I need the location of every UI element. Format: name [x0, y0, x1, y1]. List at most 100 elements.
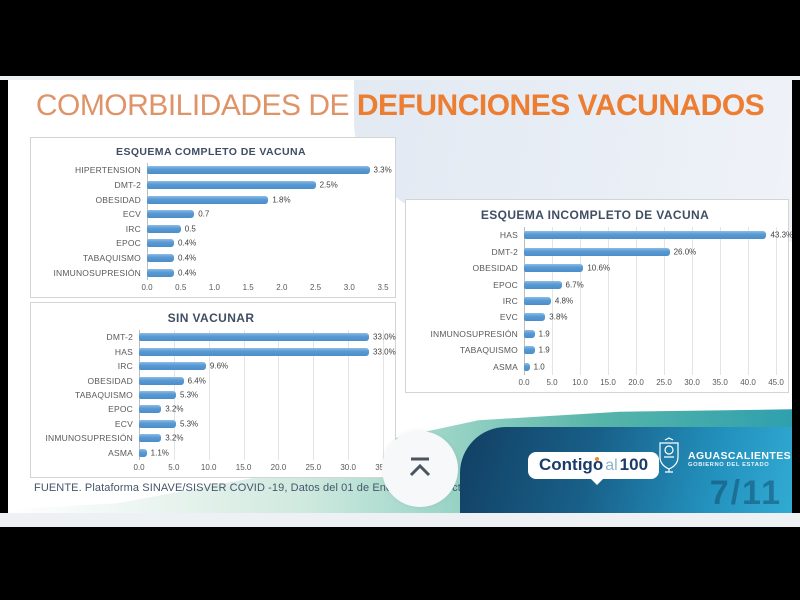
- category-label: IRC: [117, 361, 133, 372]
- letterbox-strip-top: [0, 76, 800, 80]
- chart-title: ESQUEMA INCOMPLETO DE VACUNA: [480, 208, 710, 222]
- bar-row: 4.8%: [524, 293, 776, 309]
- axis-tick-label: 15.0: [235, 463, 252, 472]
- value-label: 33.0%: [373, 332, 396, 342]
- axis-tick-label: 20.0: [628, 378, 644, 387]
- bar: [524, 296, 551, 305]
- x-axis: 0.0 0.5 1.0 1.5 2.0 2.5 3.0 3.5: [39, 280, 388, 294]
- bar-row: 0.7: [147, 207, 383, 222]
- bar: [524, 346, 535, 355]
- bar-row: 6.4%: [139, 373, 383, 387]
- value-label: 1.9: [538, 345, 550, 355]
- bar-row: 0.4%: [147, 236, 383, 251]
- axis-tick-label: 45.0: [768, 378, 784, 387]
- category-labels-column: HIPERTENSION DMT-2 OBESIDAD ECV IRC EPOC TABAQ…: [39, 163, 147, 280]
- axis-tick-label: 3.0: [343, 283, 355, 292]
- category-labels-column: DMT-2 HAS IRC OBESIDAD TABAQUISMO EPOC ECV INMU…: [39, 330, 139, 460]
- category-label: OBESIDAD: [95, 194, 141, 205]
- gridline: [208, 330, 210, 460]
- axis-tick-label: 25.0: [305, 463, 322, 472]
- axis-tick-label: 30.0: [684, 378, 700, 387]
- bar-row: 10.6%: [524, 260, 776, 276]
- bar: [147, 180, 316, 189]
- value-label: 1.9: [538, 329, 550, 339]
- bar-row: 1.1%: [139, 446, 383, 460]
- bar: [524, 280, 562, 289]
- category-label: EPOC: [493, 279, 518, 290]
- axis-tick-label: 5.0: [168, 463, 180, 472]
- category-label: ECV: [114, 418, 133, 429]
- value-label: 9.6%: [209, 361, 229, 371]
- bar: [139, 419, 176, 428]
- value-label: 3.2%: [165, 404, 184, 414]
- value-label: 33.0%: [373, 347, 396, 357]
- bar-row: 0.4%: [147, 251, 383, 266]
- bars-container: 43.3% 26.0% 10.6% 6.7% 4.8% 3.8% 1.9 1.9 1.0: [524, 227, 792, 375]
- bar-row: 1.0: [524, 359, 776, 375]
- x-axis-ticks: 0.05.010.015.020.025.030.035.0: [133, 460, 390, 474]
- scroll-top-button[interactable]: [382, 431, 458, 507]
- chart-title: SIN VACUNAR: [167, 311, 255, 325]
- axis-tick-label: 25.0: [656, 378, 672, 387]
- category-label: TABAQUISMO: [82, 253, 141, 264]
- slide-title-bold: DEFUNCIONES VACUNADOS: [356, 89, 765, 122]
- bar-row: 2.5%: [147, 178, 383, 193]
- bar-row: 5.3%: [139, 388, 383, 402]
- bar: [139, 362, 206, 371]
- letterbox-strip-bottom: [0, 513, 800, 527]
- bar: [147, 254, 174, 263]
- bars-plot: 33.0% 33.0% 9.6% 6.4% 5.3% 3.2% 5.3% 3.2% 1.1%: [139, 330, 396, 460]
- axis-tick-label: 30.0: [340, 463, 356, 472]
- value-label: 0.7: [198, 209, 210, 219]
- bar-row: 1.9: [524, 326, 776, 342]
- category-label: TABAQUISMO: [74, 389, 133, 400]
- gridline: [636, 227, 637, 375]
- category-label: EPOC: [108, 404, 133, 415]
- axis-tick-label: 15.0: [600, 378, 616, 387]
- gridline: [580, 227, 581, 375]
- bar: [139, 434, 162, 443]
- value-label: 3.3%: [373, 165, 392, 175]
- axis-tick-label: 0.0: [141, 283, 153, 292]
- value-label: 6.4%: [187, 376, 206, 386]
- gridline: [313, 330, 315, 460]
- bar-row: 0.5: [147, 222, 383, 237]
- chart-panel-esquema-incompleto: ESQUEMA INCOMPLETO DE VACUNA HAS DMT-2 OBE…: [405, 199, 792, 393]
- value-label: 4.8%: [554, 296, 574, 306]
- axis-tick-label: 2.0: [276, 283, 288, 292]
- value-label: 2.5%: [319, 180, 338, 190]
- state-name: AGUASCALIENTES: [688, 449, 792, 462]
- gridline: [348, 330, 350, 460]
- bar: [147, 239, 174, 248]
- axis-tick-label: 2.5: [310, 283, 322, 292]
- gridline: [383, 330, 384, 460]
- value-label: 0.4%: [177, 268, 197, 278]
- gridline: [692, 227, 693, 375]
- bar-row: 43.3%: [524, 227, 792, 243]
- category-label: ECV: [122, 209, 141, 220]
- gridline: [608, 227, 609, 375]
- category-label: TABAQUISMO: [459, 345, 518, 356]
- bar: [139, 390, 176, 399]
- category-labels-column: HAS DMT-2 OBESIDAD EPOC IRC EVC INMUNOSUPRESIÓ…: [414, 227, 524, 375]
- value-label: 0.4%: [177, 238, 197, 248]
- bar: [524, 231, 767, 240]
- value-label: 6.7%: [565, 280, 584, 290]
- category-label: OBESIDAD: [472, 263, 518, 274]
- bars-container: 3.3% 2.5% 1.8% 0.7 0.5 0.4% 0.4% 0.4%: [147, 163, 392, 280]
- x-axis: 0.05.010.015.020.025.030.035.0: [39, 460, 390, 474]
- slide-title-light: COMORBILIDADES DE: [35, 89, 357, 122]
- chart-panel-esquema-completo: ESQUEMA COMPLETO DE VACUNA HIPERTENSION D…: [30, 137, 396, 298]
- category-label: DMT-2: [491, 246, 518, 257]
- axis-tick-label: 1.0: [208, 283, 220, 292]
- chart-plot-area: HIPERTENSION DMT-2 OBESIDAD ECV IRC EPOC TABAQ…: [39, 163, 392, 280]
- value-label: 3.8%: [549, 312, 568, 322]
- axis-tick-label: 1.5: [242, 283, 254, 292]
- gridline: [552, 227, 553, 375]
- category-label: IRC: [125, 223, 141, 234]
- gridline: [243, 330, 245, 460]
- gridline: [720, 227, 721, 375]
- bars-container: 33.0% 33.0% 9.6% 6.4% 5.3% 3.2% 5.3% 3.2% 1.1%: [139, 330, 396, 460]
- category-label: INMUNOSUPRESIÓN: [53, 267, 141, 278]
- orange-dot-icon: [595, 457, 599, 461]
